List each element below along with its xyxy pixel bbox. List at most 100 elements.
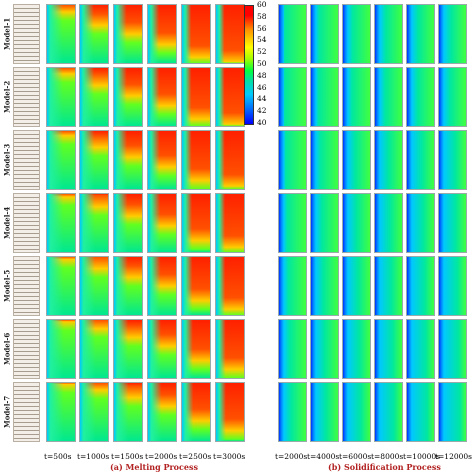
melting-contour-panel [46, 193, 76, 253]
solidification-contour-panel [406, 4, 435, 64]
solidification-contour-panel [406, 193, 435, 253]
melting-contour-panel [147, 67, 177, 127]
solidification-contour-panel [278, 130, 307, 190]
colorbar-tick-label: 50 [257, 59, 267, 68]
solidification-contour-panel [406, 130, 435, 190]
model-schematic [13, 67, 40, 127]
melting-contour-panel [113, 256, 143, 316]
solidification-time-label: t=6000s [339, 452, 372, 461]
melting-contour-panel [79, 193, 109, 253]
solidification-contour-panel [278, 319, 307, 379]
solidification-contour-panel [374, 67, 403, 127]
solidification-contour-panel [374, 319, 403, 379]
solidification-contour-panel [342, 382, 371, 442]
solidification-time-label: t=2000s [275, 452, 308, 461]
solidification-time-label: t=8000s [371, 452, 404, 461]
melting-contour-panel [181, 319, 211, 379]
solidification-contour-panel [278, 256, 307, 316]
melting-contour-panel [181, 382, 211, 442]
melting-contour-panel [215, 130, 245, 190]
melting-contour-panel [147, 193, 177, 253]
model-schematic [13, 4, 40, 64]
melting-contour-panel [79, 130, 109, 190]
model-schematic [13, 382, 40, 442]
model-label: Model-4 [2, 206, 12, 240]
melting-contour-panel [147, 382, 177, 442]
solidification-contour-panel [342, 67, 371, 127]
model-schematic [13, 256, 40, 316]
colorbar-tick-label: 42 [257, 106, 267, 116]
solidification-contour-panel [406, 382, 435, 442]
solidification-contour-panel [374, 130, 403, 190]
solidification-caption: (b) Solidification Process [328, 462, 441, 472]
solidification-time-label: t=10000s [403, 452, 441, 461]
colorbar-tick-label: 56 [257, 23, 267, 33]
melting-contour-panel [147, 319, 177, 379]
melting-contour-panel [79, 319, 109, 379]
model-label: Model-6 [2, 332, 12, 366]
melting-contour-panel [113, 67, 143, 127]
model-schematic [13, 130, 40, 190]
melting-contour-panel [181, 193, 211, 253]
melting-time-label: t=2000s [145, 452, 178, 461]
solidification-contour-panel [310, 319, 339, 379]
melting-contour-panel [215, 4, 245, 64]
solidification-contour-panel [406, 256, 435, 316]
colorbar-tick-label: 54 [257, 35, 267, 45]
melting-contour-panel [113, 4, 143, 64]
solidification-contour-panel [342, 256, 371, 316]
solidification-contour-panel [278, 193, 307, 253]
solidification-time-label: t=4000s [307, 452, 340, 461]
melting-contour-panel [113, 130, 143, 190]
model-label: Model-2 [2, 80, 12, 114]
solidification-contour-panel [342, 193, 371, 253]
melting-contour-panel [181, 256, 211, 316]
melting-contour-panel [215, 193, 245, 253]
solidification-contour-panel [438, 193, 467, 253]
melting-contour-panel [46, 130, 76, 190]
model-label: Model-5 [2, 269, 12, 303]
melting-contour-panel [113, 382, 143, 442]
melting-contour-panel [181, 67, 211, 127]
melting-contour-panel [215, 319, 245, 379]
solidification-contour-panel [374, 256, 403, 316]
melting-contour-panel [181, 4, 211, 64]
solidification-contour-panel [438, 4, 467, 64]
colorbar-tick-label: 48 [257, 70, 267, 80]
solidification-contour-panel [278, 67, 307, 127]
melting-contour-panel [79, 256, 109, 316]
solidification-contour-panel [342, 4, 371, 64]
colorbar-tick-label: 60 [257, 0, 267, 9]
colorbar-tick-label: 52 [257, 47, 267, 57]
melting-contour-panel [181, 130, 211, 190]
melting-time-label: t=1000s [77, 452, 110, 461]
colorbar-tick-label: 58 [257, 11, 267, 21]
solidification-contour-panel [310, 193, 339, 253]
solidification-contour-panel [310, 382, 339, 442]
solidification-contour-panel [374, 193, 403, 253]
melting-contour-panel [215, 382, 245, 442]
melting-contour-panel [79, 4, 109, 64]
solidification-contour-panel [310, 256, 339, 316]
melting-contour-panel [147, 130, 177, 190]
colorbar [244, 5, 254, 125]
solidification-contour-panel [374, 382, 403, 442]
melting-contour-panel [147, 256, 177, 316]
solidification-contour-panel [278, 382, 307, 442]
melting-contour-panel [215, 256, 245, 316]
melting-contour-panel [46, 67, 76, 127]
solidification-contour-panel [278, 4, 307, 64]
melting-contour-panel [113, 193, 143, 253]
solidification-contour-panel [406, 67, 435, 127]
melting-contour-panel [46, 4, 76, 64]
melting-contour-panel [46, 256, 76, 316]
melting-time-label: t=2500s [179, 452, 212, 461]
solidification-contour-panel [342, 319, 371, 379]
model-label: Model-3 [2, 143, 12, 177]
melting-time-label: t=1500s [111, 452, 144, 461]
solidification-contour-panel [342, 130, 371, 190]
colorbar-tick-label: 46 [257, 82, 267, 92]
solidification-contour-panel [310, 67, 339, 127]
solidification-contour-panel [406, 319, 435, 379]
